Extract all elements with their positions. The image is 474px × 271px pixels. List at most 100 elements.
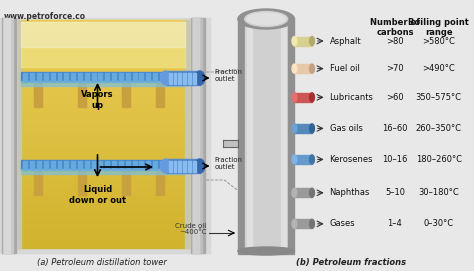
Bar: [167, 73, 171, 81]
Bar: [18, 20, 189, 21]
Text: Kerosenes: Kerosenes: [329, 155, 373, 164]
Bar: [178, 73, 182, 84]
Bar: [18, 28, 189, 29]
Bar: [18, 22, 189, 23]
Bar: [85, 73, 89, 81]
Bar: [18, 218, 189, 219]
Bar: [18, 68, 189, 69]
Bar: [18, 87, 189, 88]
Bar: [18, 209, 189, 210]
Bar: [18, 75, 189, 76]
Bar: [78, 161, 82, 169]
Bar: [18, 128, 189, 129]
Text: 1–4: 1–4: [388, 219, 402, 228]
Text: 350–575°C: 350–575°C: [416, 93, 462, 102]
Bar: [18, 226, 189, 227]
Bar: [18, 131, 189, 132]
Bar: [51, 161, 55, 169]
Bar: [183, 73, 186, 84]
Bar: [78, 73, 82, 81]
Ellipse shape: [310, 188, 314, 197]
Bar: [21, 160, 185, 170]
Bar: [169, 73, 172, 84]
Bar: [18, 107, 189, 108]
Bar: [18, 175, 189, 176]
Bar: [18, 130, 189, 131]
Bar: [18, 126, 189, 127]
Bar: [119, 73, 123, 81]
Bar: [4, 18, 10, 253]
Text: 30–180°C: 30–180°C: [419, 188, 459, 197]
Bar: [71, 73, 75, 81]
Bar: [18, 33, 189, 34]
Bar: [183, 161, 186, 172]
Bar: [245, 18, 288, 248]
Bar: [18, 148, 189, 149]
Text: Lubricants: Lubricants: [329, 93, 374, 102]
Bar: [18, 151, 189, 152]
Bar: [18, 89, 189, 90]
Bar: [18, 220, 189, 221]
Bar: [18, 111, 189, 112]
Ellipse shape: [195, 159, 205, 173]
Bar: [18, 92, 189, 93]
Bar: [146, 73, 150, 81]
Bar: [18, 20, 21, 248]
Bar: [18, 228, 189, 229]
Bar: [156, 82, 164, 107]
Text: Fraction
outlet: Fraction outlet: [215, 157, 243, 170]
Bar: [18, 189, 189, 190]
Bar: [153, 73, 157, 81]
Bar: [18, 79, 189, 80]
Bar: [18, 190, 189, 191]
Bar: [173, 73, 176, 84]
Bar: [18, 246, 189, 247]
Bar: [85, 161, 89, 169]
Bar: [18, 221, 189, 222]
Bar: [193, 18, 199, 253]
Bar: [18, 168, 189, 169]
Bar: [238, 248, 294, 254]
Bar: [18, 207, 189, 208]
Bar: [18, 101, 189, 102]
Bar: [21, 81, 185, 86]
Bar: [18, 224, 189, 225]
Text: 10–16: 10–16: [382, 155, 408, 164]
Bar: [18, 76, 189, 77]
Bar: [18, 94, 189, 95]
Text: Asphalt: Asphalt: [329, 37, 361, 46]
Bar: [18, 215, 189, 216]
Ellipse shape: [292, 64, 297, 73]
Bar: [18, 244, 189, 245]
Bar: [18, 245, 189, 246]
Bar: [18, 243, 189, 244]
Bar: [99, 73, 102, 81]
Ellipse shape: [161, 71, 171, 85]
Bar: [18, 91, 189, 92]
Bar: [105, 73, 109, 81]
Bar: [18, 147, 189, 148]
Ellipse shape: [310, 124, 314, 133]
Bar: [30, 161, 34, 169]
Bar: [18, 163, 189, 164]
Bar: [18, 74, 189, 75]
Bar: [78, 82, 86, 107]
Bar: [71, 161, 75, 169]
Bar: [18, 149, 189, 150]
Bar: [18, 69, 189, 70]
Text: >490°C: >490°C: [422, 64, 455, 73]
Bar: [122, 82, 130, 107]
Bar: [23, 161, 27, 169]
Bar: [18, 157, 189, 158]
Text: Gas oils: Gas oils: [329, 124, 363, 133]
Bar: [146, 161, 150, 169]
Ellipse shape: [238, 247, 294, 255]
Bar: [18, 29, 189, 30]
Bar: [0, 18, 210, 253]
Ellipse shape: [310, 93, 314, 102]
Bar: [246, 18, 252, 248]
Bar: [18, 144, 189, 145]
Bar: [18, 170, 189, 171]
Bar: [18, 99, 189, 100]
Bar: [173, 161, 177, 169]
